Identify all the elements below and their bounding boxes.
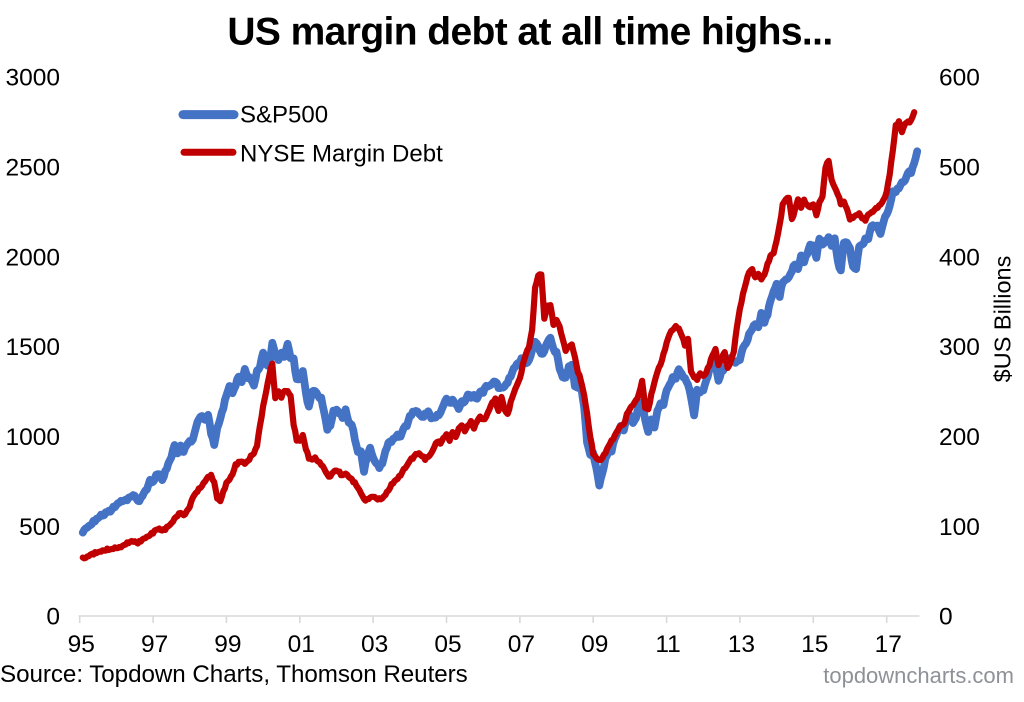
svg-text:99: 99 (214, 631, 241, 658)
svg-text:13: 13 (728, 631, 755, 658)
svg-text:03: 03 (361, 631, 388, 658)
svg-text:Source: Topdown Charts, Thomso: Source: Topdown Charts, Thomson Reuters (0, 661, 468, 688)
svg-text:3000: 3000 (5, 65, 60, 92)
svg-text:17: 17 (875, 631, 902, 658)
svg-text:0: 0 (46, 604, 60, 631)
svg-text:05: 05 (434, 631, 461, 658)
svg-text:0: 0 (939, 604, 953, 631)
svg-text:NYSE Margin Debt: NYSE Margin Debt (240, 140, 443, 167)
svg-text:600: 600 (939, 65, 980, 92)
svg-text:97: 97 (141, 631, 168, 658)
svg-text:2000: 2000 (5, 244, 60, 271)
svg-text:07: 07 (508, 631, 535, 658)
svg-text:300: 300 (939, 334, 980, 361)
svg-text:15: 15 (801, 631, 828, 658)
svg-text:500: 500 (19, 514, 60, 541)
svg-text:1000: 1000 (5, 424, 60, 451)
svg-text:95: 95 (68, 631, 95, 658)
svg-text:100: 100 (939, 514, 980, 541)
svg-text:09: 09 (581, 631, 608, 658)
svg-text:$US Billions: $US Billions (990, 256, 1016, 383)
svg-text:11: 11 (655, 631, 680, 658)
svg-text:200: 200 (939, 424, 980, 451)
svg-text:S&P500: S&P500 (240, 102, 328, 129)
svg-text:400: 400 (939, 244, 980, 271)
svg-text:500: 500 (939, 155, 980, 182)
svg-text:2500: 2500 (5, 155, 60, 182)
svg-text:topdowncharts.com: topdowncharts.com (823, 663, 1014, 688)
svg-text:1500: 1500 (5, 334, 60, 361)
svg-text:US margin debt at all time hig: US margin debt at all time highs... (227, 11, 832, 54)
svg-text:01: 01 (288, 631, 315, 658)
